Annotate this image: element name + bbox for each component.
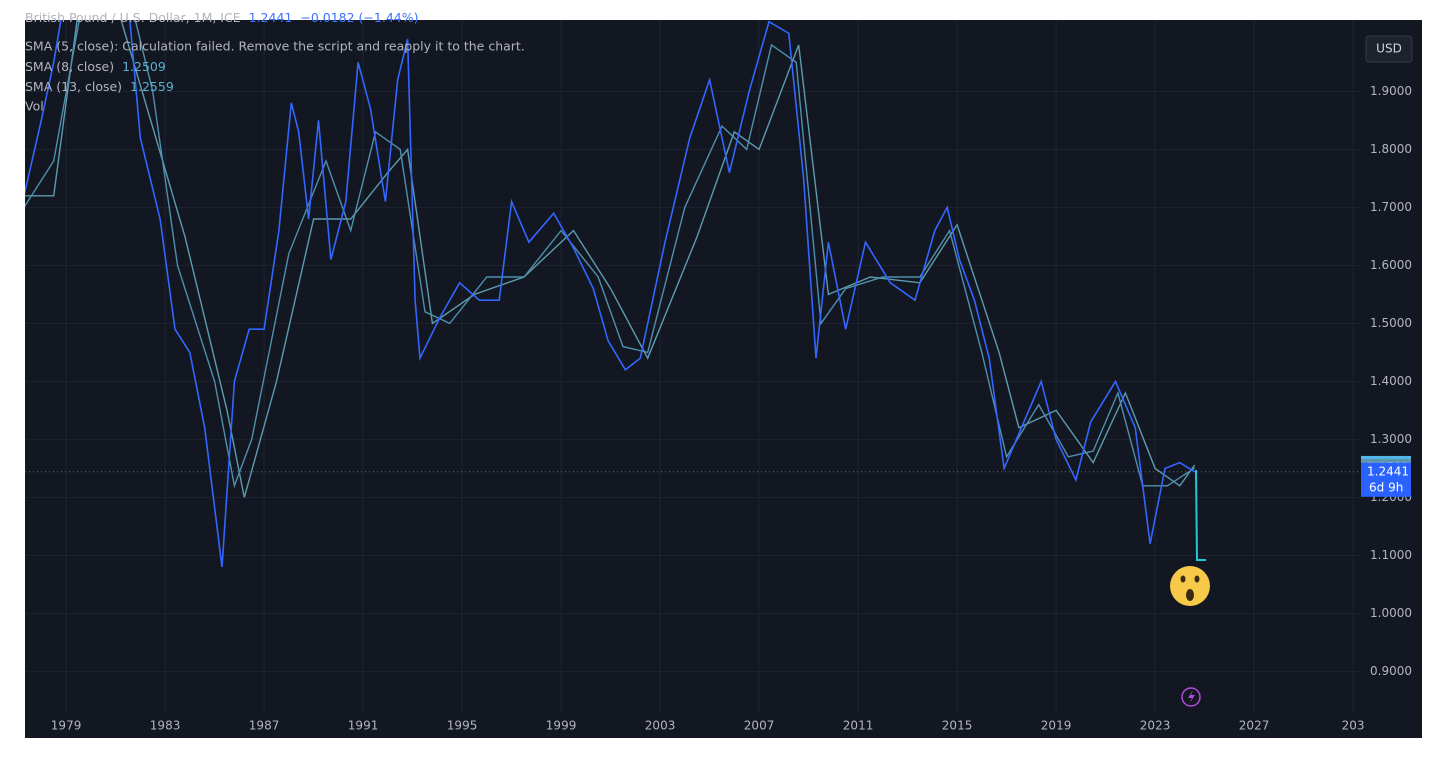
lightning-icon[interactable] (1181, 687, 1201, 707)
x-tick-label: 1991 (348, 719, 379, 733)
x-tick-label: 2011 (843, 719, 874, 733)
legend-sma8-name: SMA (8, close) (25, 59, 114, 74)
y-tick-label: 1.7000 (1370, 200, 1412, 214)
price-line (25, 20, 1196, 568)
axes: 0.90001.00001.10001.20001.30001.40001.50… (25, 84, 1412, 733)
legend-sma8-value: 1.2509 (122, 59, 166, 74)
x-tick-label: 2003 (645, 719, 676, 733)
x-tick-label: 1999 (546, 719, 577, 733)
y-tick-label: 1.0000 (1370, 606, 1412, 620)
x-tick-label: 1987 (249, 719, 280, 733)
currency-label: USD (1376, 42, 1402, 56)
y-tick-label: 1.9000 (1370, 84, 1412, 98)
plot (25, 20, 1196, 568)
y-tick-label: 1.5000 (1370, 316, 1412, 330)
x-tick-label: 2015 (942, 719, 973, 733)
y-tick-label: 1.3000 (1370, 432, 1412, 446)
legend-main: British Pound / U.S. Dollar, 1M, ICE 1.24… (25, 10, 419, 25)
x-tick-label: 2027 (1239, 719, 1270, 733)
legend: British Pound / U.S. Dollar, 1M, ICE 1.24… (25, 10, 525, 114)
legend-failed: SMA (5, close): Calculation failed. Remo… (25, 39, 525, 54)
x-tick-label: 1979 (51, 719, 82, 733)
legend-volume: Vol (25, 99, 44, 114)
grid (25, 20, 1360, 712)
emoji-icon (1170, 566, 1210, 606)
chart-background (25, 20, 1422, 738)
x-tick-label: 1983 (150, 719, 181, 733)
legend-last-price: 1.2441 (249, 10, 293, 25)
price-line (25, 20, 1196, 489)
countdown-label: 6d 9h (1369, 480, 1403, 494)
legend-sma13-name: SMA (13, close) (25, 79, 122, 94)
y-tick-label: 1.1000 (1370, 548, 1412, 562)
y-tick-label: 1.8000 (1370, 142, 1412, 156)
price-tag-label: 1.2441 (1367, 464, 1409, 478)
legend-sma13-value: 1.2559 (130, 79, 174, 94)
legend-change: −0.0182 (−1.44%) (300, 10, 418, 25)
legend-sma8: SMA (8, close) 1.2509 (25, 59, 166, 74)
y-tick-label: 1.6000 (1370, 258, 1412, 272)
y-tick-label: 1.4000 (1370, 374, 1412, 388)
currency-button[interactable] (1365, 35, 1413, 63)
x-tick-label: 203 (1342, 719, 1365, 733)
x-tick-label: 2007 (744, 719, 775, 733)
price-tag (1361, 462, 1411, 497)
legend-symbol: British Pound / U.S. Dollar, 1M, ICE (25, 10, 241, 25)
price-line (25, 20, 1196, 498)
x-tick-label: 1995 (447, 719, 478, 733)
x-tick-label: 2023 (1140, 719, 1171, 733)
legend-sma13: SMA (13, close) 1.2559 (25, 79, 174, 94)
y-tick-label: 0.9000 (1370, 664, 1412, 678)
annotation-arrow (1195, 469, 1206, 561)
x-tick-label: 2019 (1041, 719, 1072, 733)
